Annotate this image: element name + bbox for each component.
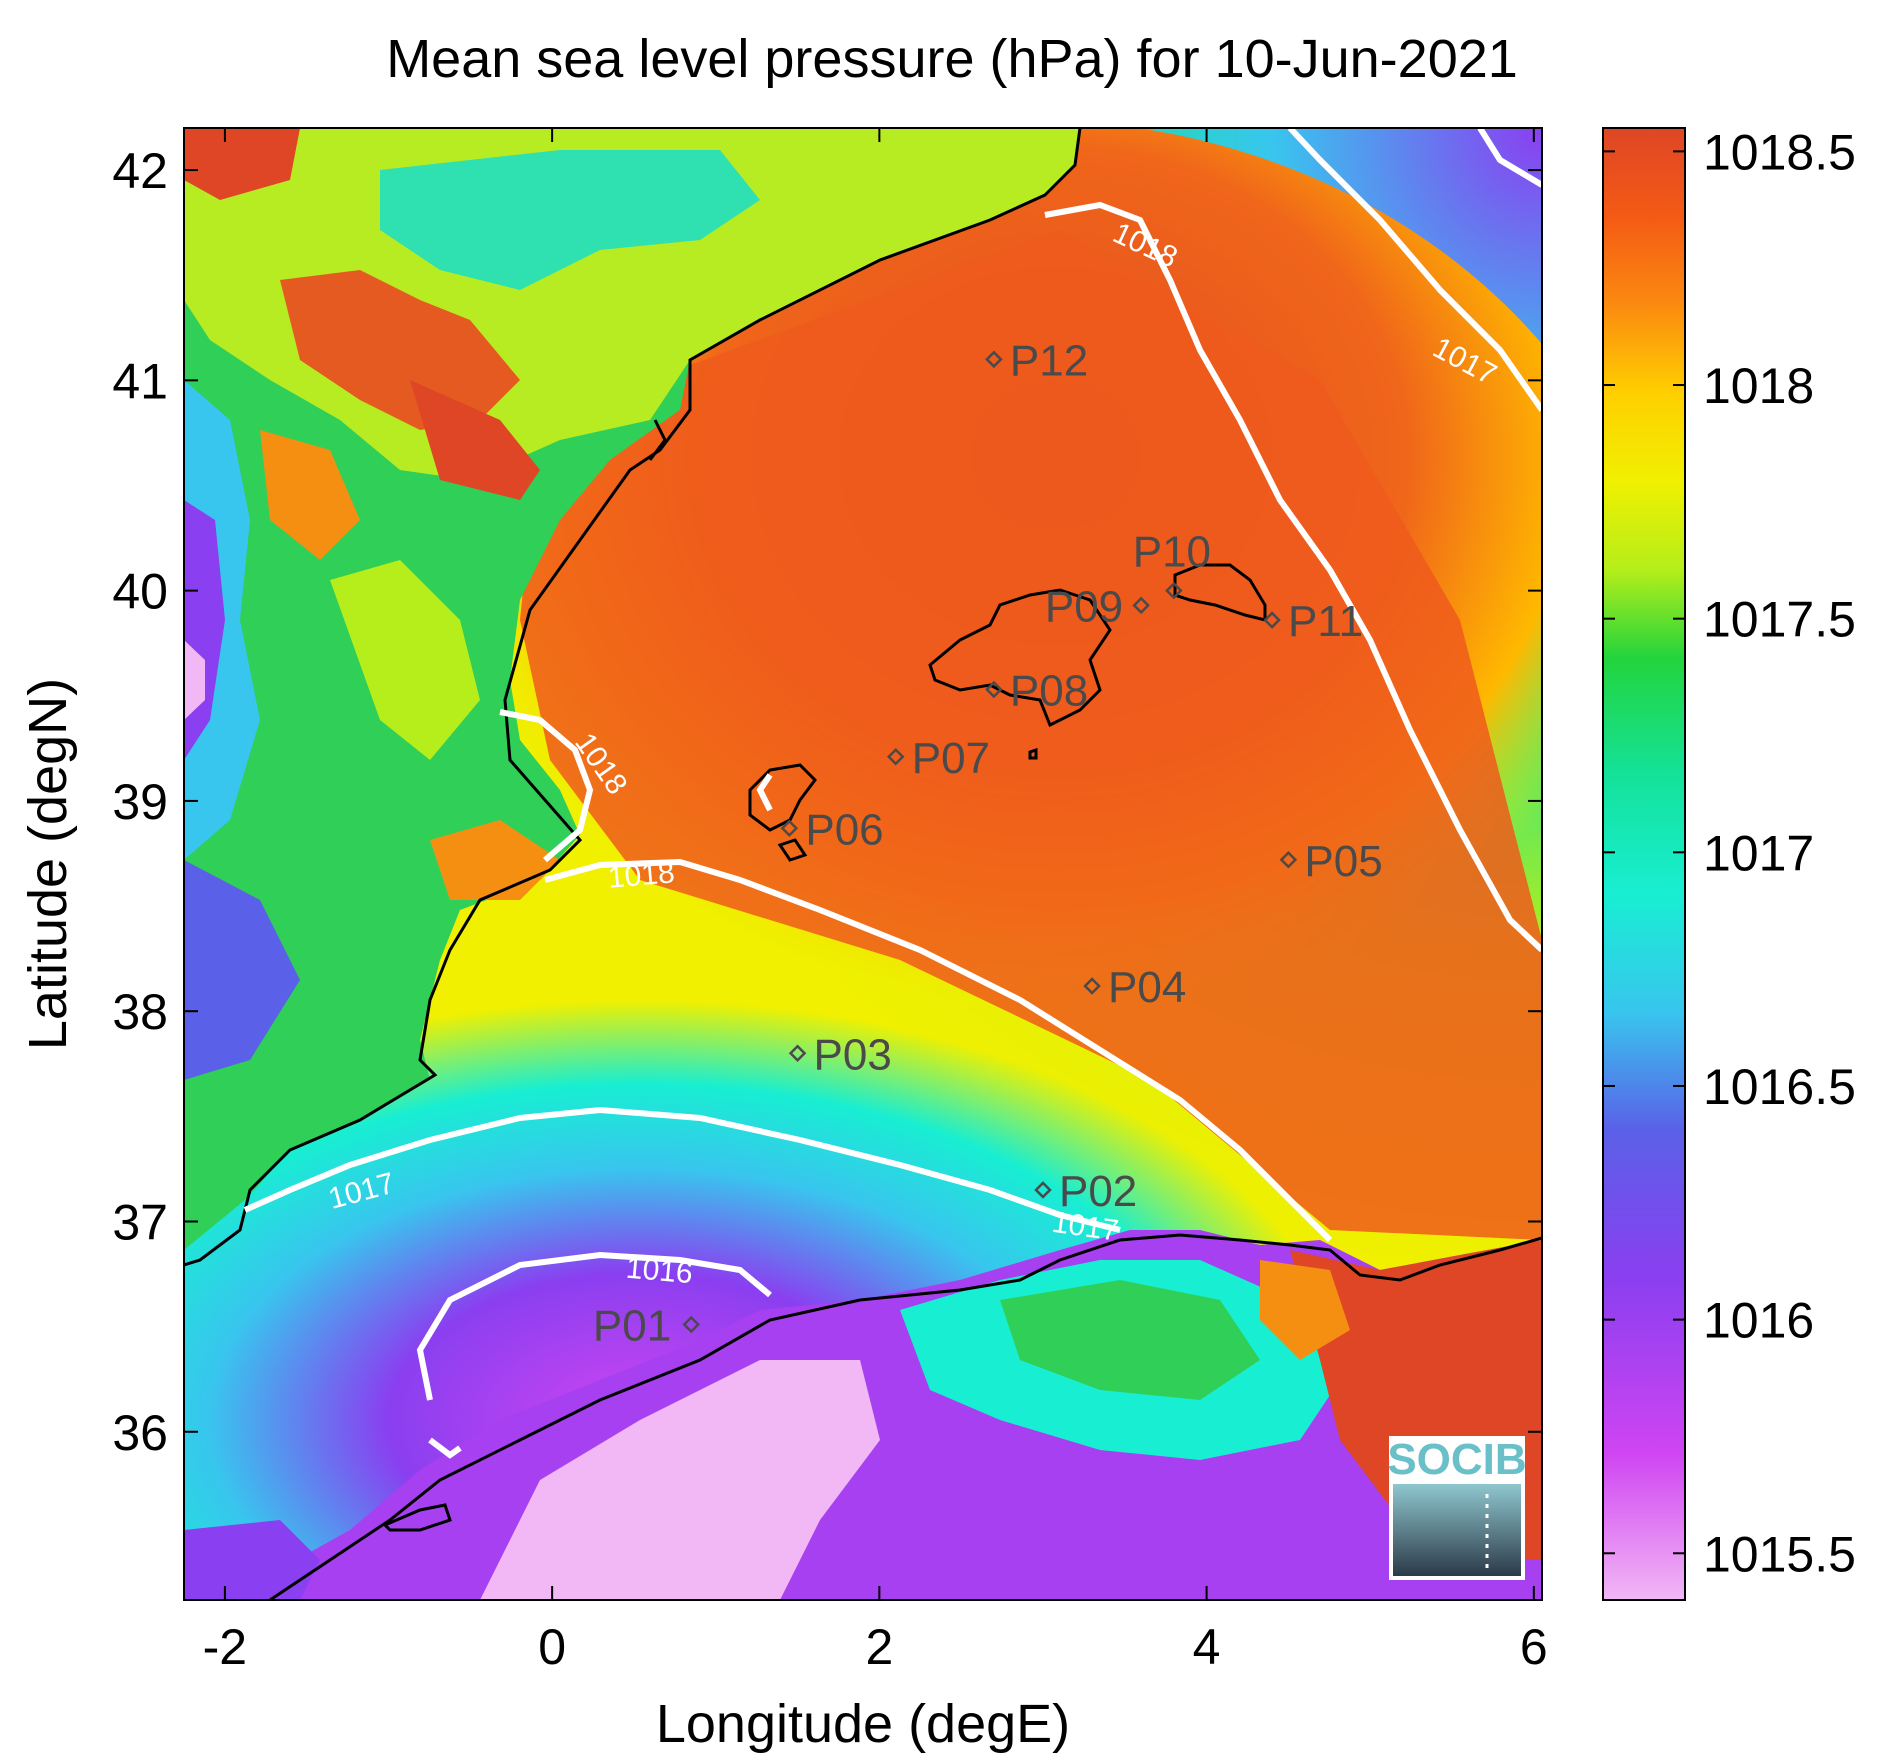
station-label: P07 <box>912 734 990 783</box>
station-label: P04 <box>1108 963 1186 1012</box>
station-label: P12 <box>1010 336 1088 385</box>
logo-text: SOCIB <box>1387 1435 1526 1484</box>
colorbar-tick-label: 1018.5 <box>1703 124 1856 180</box>
station-label: P09 <box>1045 582 1123 631</box>
contour-label: 1018 <box>607 856 676 895</box>
x-tick-label: 4 <box>1193 1619 1221 1675</box>
station-marker-p11 <box>1263 611 1281 629</box>
colorbar <box>1602 127 1686 1601</box>
x-axis-ticks: -2 0 2 4 6 <box>203 128 1548 1675</box>
colorbar-ticks: 1015.5 1016 1016.5 1017 1017.5 1018 1018.5 <box>1603 124 1856 1582</box>
station-label: P02 <box>1059 1167 1137 1216</box>
x-tick-label: 2 <box>865 1619 893 1675</box>
station-label: P01 <box>593 1302 671 1351</box>
chart-title: Mean sea level pressure (hPa) for 10-Jun… <box>386 29 1518 89</box>
plot-frame <box>183 127 1543 1601</box>
station-marker-p05 <box>1279 851 1298 869</box>
y-tick-label: 40 <box>112 564 168 620</box>
x-tick-label: -2 <box>203 1619 247 1675</box>
station-marker-p07 <box>886 747 905 766</box>
x-tick-label: 6 <box>1520 1619 1548 1675</box>
station-label: P10 <box>1133 528 1211 577</box>
station-marker-p03 <box>788 1044 807 1063</box>
x-axis-label: Longitude (degE) <box>656 1694 1070 1754</box>
y-tick-label: 39 <box>112 774 168 830</box>
y-axis-label: Latitude (degN) <box>18 678 78 1050</box>
pressure-field <box>184 128 1542 1600</box>
station-label: P05 <box>1304 837 1382 886</box>
colorbar-tick-label: 1017.5 <box>1703 592 1856 648</box>
y-axis-ticks: 36 37 38 39 40 41 42 <box>112 143 1542 1461</box>
station-marker-p01 <box>682 1315 700 1334</box>
colorbar-tick-label: 1015.5 <box>1703 1526 1856 1582</box>
y-tick-label: 41 <box>112 353 168 409</box>
coastline <box>184 128 1542 1600</box>
x-tick-label: 0 <box>538 1619 566 1675</box>
station-label: P06 <box>805 805 883 854</box>
station-label: P08 <box>1010 666 1088 715</box>
colorbar-tick-label: 1016 <box>1703 1293 1814 1349</box>
station-marker-p12 <box>985 350 1003 369</box>
colorbar-tick-label: 1016.5 <box>1703 1059 1856 1115</box>
station-marker-p08 <box>985 680 1003 699</box>
contour-label: 1016 <box>625 1252 694 1291</box>
y-tick-label: 37 <box>112 1194 168 1250</box>
y-tick-label: 38 <box>112 984 168 1040</box>
socib-logo: SOCIB <box>1387 1435 1527 1580</box>
station-marker-p02 <box>1034 1181 1052 1199</box>
station-marker-p04 <box>1083 977 1101 995</box>
y-tick-label: 36 <box>112 1405 168 1461</box>
contour-lines <box>243 128 1542 1459</box>
y-tick-label: 42 <box>112 143 168 199</box>
station-marker-p09 <box>1132 596 1150 615</box>
station-marker-p10 <box>1165 581 1183 600</box>
station-marker-p06 <box>780 819 799 838</box>
colorbar-tick-label: 1018 <box>1703 358 1814 414</box>
colorbar-tick-label: 1017 <box>1703 825 1814 881</box>
station-label: P03 <box>814 1030 892 1079</box>
station-label: P11 <box>1288 597 1363 646</box>
